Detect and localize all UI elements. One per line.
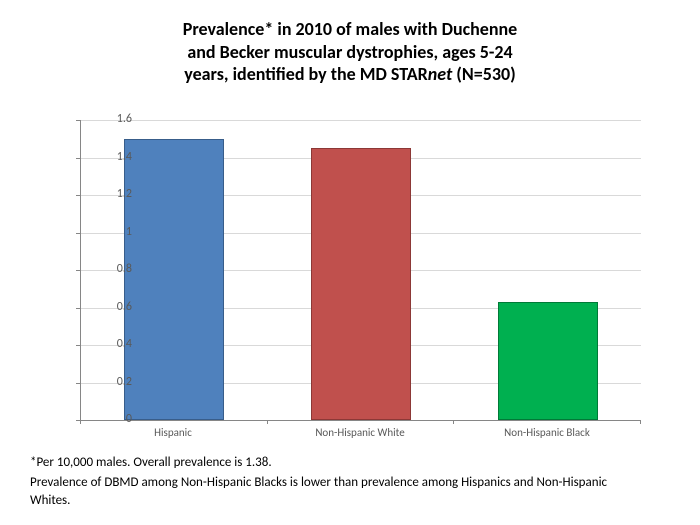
- y-tick-mark: [76, 233, 80, 234]
- y-tick-label: 0.2: [82, 375, 132, 389]
- y-tick-mark: [76, 383, 80, 384]
- y-tick-mark: [76, 345, 80, 346]
- y-tick-label: 1: [82, 225, 132, 239]
- footnote-line3: Whites.: [30, 493, 70, 510]
- footnote-line1: *Per 10,000 males. Overall prevalence is…: [30, 455, 272, 472]
- bar-non-hispanic-white: [311, 148, 411, 420]
- gridline: [81, 120, 641, 121]
- y-tick-label: 1.2: [82, 187, 132, 201]
- x-label-hispanic: Hispanic: [93, 426, 253, 439]
- title-line3c: (N=530): [452, 63, 515, 85]
- y-tick-mark: [76, 120, 80, 121]
- y-tick-label: 0.8: [82, 262, 132, 276]
- chart-title: Prevalence* in 2010 of males with Duchen…: [90, 18, 610, 86]
- plot-area: [80, 120, 641, 421]
- footnote-line2: Prevalence of DBMD among Non-Hispanic Bl…: [30, 475, 607, 492]
- y-tick-label: 0: [82, 412, 132, 426]
- x-label-non-hispanic-white: Non-Hispanic White: [280, 426, 440, 439]
- bar-non-hispanic-black: [498, 302, 598, 420]
- y-tick-mark: [76, 308, 80, 309]
- x-tick-mark: [640, 420, 641, 424]
- y-tick-label: 1.4: [82, 150, 132, 164]
- chart-slide: Prevalence* in 2010 of males with Duchen…: [0, 0, 700, 525]
- y-tick-mark: [76, 158, 80, 159]
- y-tick-mark: [76, 195, 80, 196]
- x-tick-mark: [80, 420, 81, 424]
- bar-hispanic: [124, 139, 224, 420]
- y-tick-label: 0.4: [82, 337, 132, 351]
- x-tick-mark: [453, 420, 454, 424]
- title-line3a: years, identified by the MD STAR: [184, 63, 427, 85]
- title-line2: and Becker muscular dystrophies, ages 5-…: [187, 41, 512, 63]
- title-line3b-italic: net: [428, 63, 452, 85]
- x-tick-mark: [267, 420, 268, 424]
- y-tick-label: 1.6: [82, 112, 132, 126]
- x-label-non-hispanic-black: Non-Hispanic Black: [467, 426, 627, 439]
- y-tick-mark: [76, 270, 80, 271]
- title-line1: Prevalence* in 2010 of males with Duchen…: [183, 18, 518, 40]
- y-tick-label: 0.6: [82, 300, 132, 314]
